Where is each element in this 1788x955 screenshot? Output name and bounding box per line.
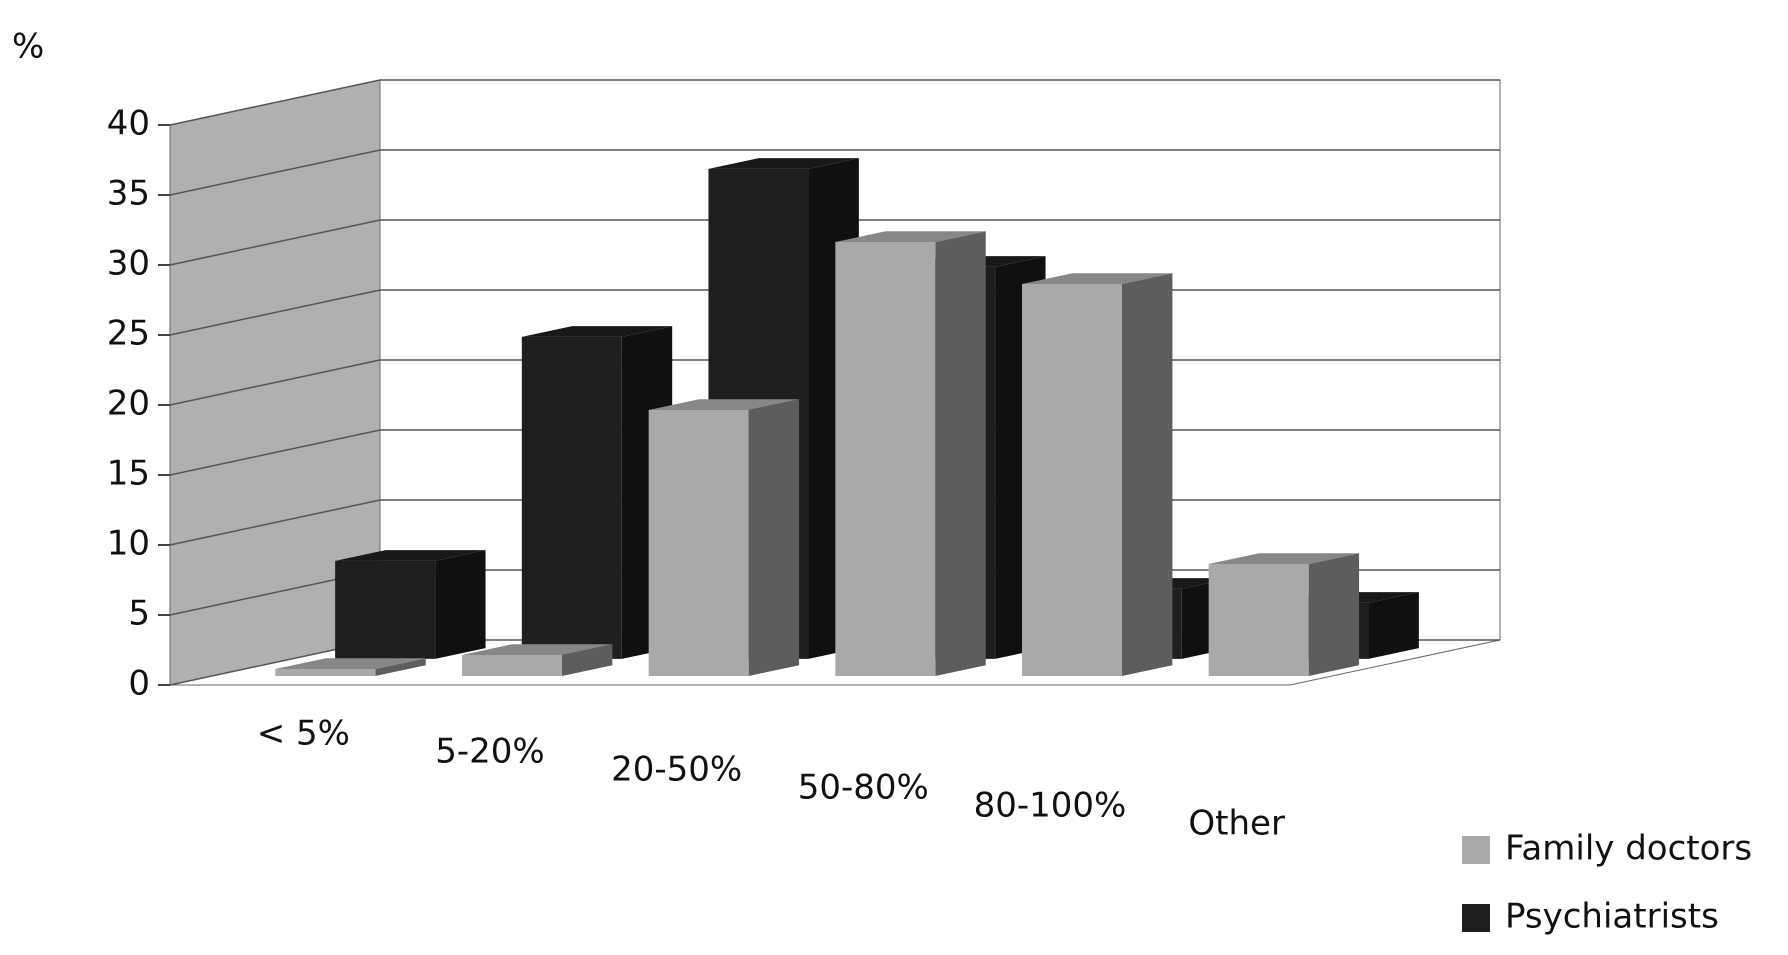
- bar: [275, 658, 426, 676]
- legend-swatch: [1462, 904, 1490, 932]
- legend-label: Psychiatrists: [1505, 897, 1719, 937]
- bar-front: [1208, 564, 1309, 676]
- y-tick-label: 0: [128, 664, 150, 704]
- y-tick-label: 35: [107, 174, 150, 214]
- bar-side: [1308, 553, 1360, 676]
- legend-swatch: [1462, 836, 1490, 864]
- y-tick-label: 5: [128, 594, 150, 634]
- bar-side: [435, 550, 486, 659]
- bar-front: [335, 560, 436, 659]
- bar-side: [1122, 273, 1173, 676]
- bar-front: [462, 655, 562, 676]
- bar: [462, 644, 613, 676]
- y-tick-label: 20: [107, 384, 150, 424]
- bar-front: [275, 669, 376, 676]
- bar-top: [1022, 273, 1173, 284]
- y-axis-label: %: [12, 27, 44, 67]
- bar-side: [748, 399, 800, 676]
- grid-line: [169, 79, 1500, 126]
- bar-top: [835, 231, 986, 242]
- x-tick-label: 20-50%: [611, 750, 742, 790]
- legend-label: Family doctors: [1505, 829, 1752, 869]
- bar-front: [521, 336, 622, 659]
- bar-top: [275, 658, 426, 669]
- y-tick-label: 25: [107, 314, 150, 354]
- x-tick-label: 50-80%: [798, 768, 929, 808]
- bar: [1208, 553, 1360, 676]
- y-tick-label: 30: [107, 244, 150, 284]
- bar-front: [648, 410, 749, 676]
- grid-line: [169, 149, 1500, 196]
- bar-side: [375, 658, 426, 676]
- bar-side: [935, 231, 986, 676]
- y-tick-label: 40: [107, 104, 150, 144]
- bar-side: [562, 644, 613, 676]
- bar-top: [1208, 553, 1360, 564]
- bar-side: [1368, 592, 1419, 659]
- x-tick-label: Other: [1188, 804, 1285, 844]
- bar-front: [835, 242, 936, 676]
- bar-top: [521, 326, 673, 337]
- bar: [335, 550, 486, 659]
- bar-front: [1022, 284, 1122, 676]
- bar-top: [648, 399, 800, 410]
- bar: [1022, 273, 1173, 676]
- bar: [835, 231, 986, 676]
- grid-line: [169, 219, 1500, 266]
- bar-top: [462, 644, 613, 655]
- x-tick-label: < 5%: [257, 714, 350, 754]
- y-tick-label: 15: [107, 454, 150, 494]
- bar-top: [335, 550, 486, 561]
- x-tick-label: 5-20%: [435, 732, 544, 772]
- bar-top: [708, 158, 859, 169]
- x-tick-label: 80-100%: [974, 786, 1127, 826]
- y-tick-label: 10: [107, 524, 150, 564]
- bar: [648, 399, 800, 676]
